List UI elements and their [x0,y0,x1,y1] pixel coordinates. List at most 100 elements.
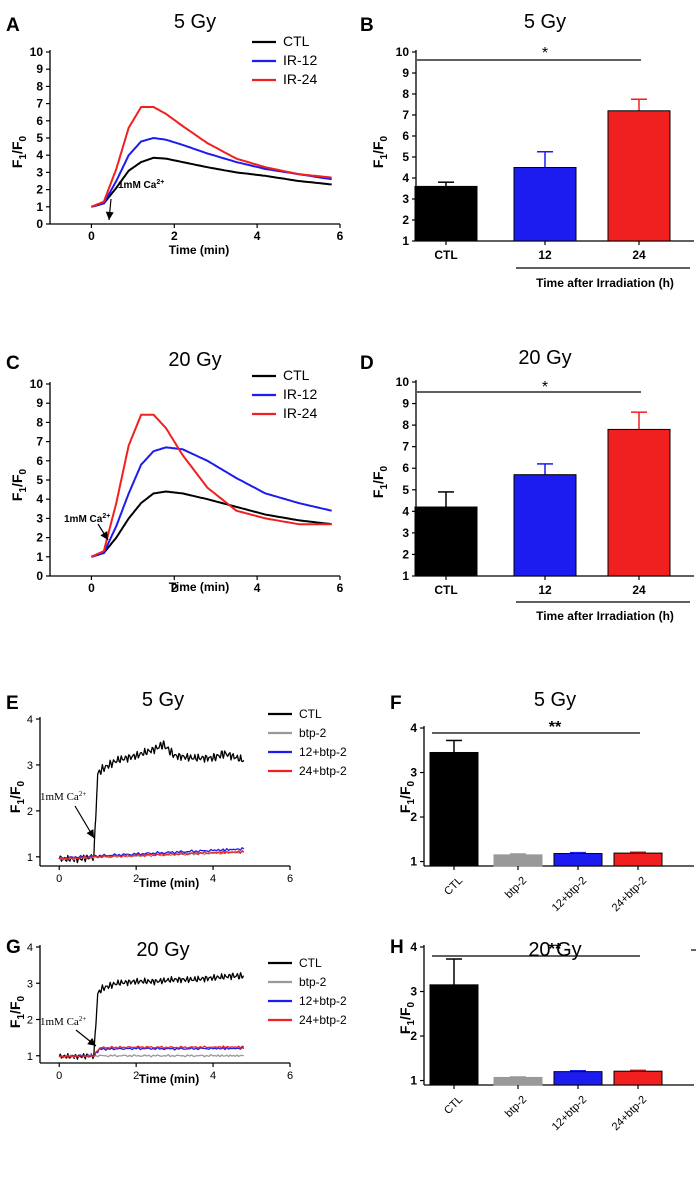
panel-e-title: 5 Gy [142,689,184,711]
panel-d-letter: D [360,353,374,374]
panel-d-y-label: F1/F0 [370,465,390,498]
panel-b-y-tick-label: 7 [402,108,409,122]
panel-e-annotation-arrow-head [86,829,94,838]
panel-e-legend-label: 24+btp-2 [299,764,347,778]
panel-f-significance-mark: ** [549,719,562,736]
panel-d-y-tick-label: 4 [402,504,409,518]
panel-a-y-tick-label: 6 [36,114,43,128]
panel-h-y-label: F1/F0 [397,1001,417,1034]
panel-f-y-label: F1/F0 [397,780,417,813]
panel-c-y-tick-label: 10 [30,377,44,391]
panel-f-y-label-text: F1/F0 [397,780,417,813]
panel-f-x-tick-label: 24+btp-2 [610,875,649,914]
panel-d-bar-24 [607,428,671,577]
panel-c-y-tick-label: 3 [36,511,43,525]
panel-c-x-label: Time (min) [169,580,229,594]
panel-b-y-tick-label: 8 [402,87,409,101]
panel-a-y-label-text: F1/F0 [9,135,29,168]
panel-g-x-label: Time (min) [139,1072,199,1086]
panel-e-y-tick-label: 2 [27,806,33,818]
panel-g-x-tick-label: 2 [133,1070,139,1082]
panel-d-y-tick-label: 2 [402,547,409,561]
panel-a-y-tick-label: 2 [36,183,43,197]
panel-a-annotation-arrow-head [105,211,114,220]
panel-b-y-tick-label: 4 [402,171,409,185]
panel-g-y-tick-label: 4 [27,942,33,954]
panel-a-series-ctl [91,156,332,208]
panel-h-letter: H [390,937,404,958]
panel-a-title: 5 Gy [174,11,216,33]
panel-a-x-tick-label: 2 [171,229,178,243]
panel-b-y-label: F1/F0 [370,135,390,168]
panel-e-legend-label: CTL [299,707,322,721]
panel-e-series-ctl [58,740,245,864]
panel-g-x-tick-label: 4 [210,1070,216,1082]
panel-a-y-tick-label: 8 [36,79,43,93]
panel-g-legend-label: 24+btp-2 [299,1013,347,1027]
panel-g-x-tick-label: 0 [56,1070,62,1082]
panel-b-y-tick-label: 9 [402,66,409,80]
panel-a-y-tick-label: 7 [36,97,43,111]
panel-a-y-tick-label: 3 [36,165,43,179]
panel-c-y-tick-label: 2 [36,531,43,545]
panel-f-y-tick-label: 3 [410,766,417,780]
panel-d-significance-mark: * [542,379,548,396]
panel-d-y-tick-label: 1 [402,569,409,583]
panel-d-y-label-text: F1/F0 [370,465,390,498]
panel-b-y-tick-label: 6 [402,129,409,143]
panel-d-bar-12 [513,474,577,577]
panel-f-x-tick-label: 12+btp-2 [550,875,589,914]
panel-c-annotation: 1mM Ca2+ [64,513,110,525]
panel-h-x-tick-label: CTL [442,1094,465,1117]
panel-b-y-label-text: F1/F0 [370,135,390,168]
panel-c-annotation-arrow-head [100,531,108,540]
panel-b-y-tick-label: 2 [402,213,409,227]
panel-e-legend-label: 12+btp-2 [299,745,347,759]
panel-h-y-tick-label: 1 [410,1074,417,1088]
panel-e-annotation: 1mM Ca2+ [40,790,86,803]
panel-b-significance-mark: * [542,45,548,62]
panel-e-letter: E [6,693,19,714]
panel-a-y-tick-label: 10 [30,45,44,59]
panel-c-x-tick-label: 4 [254,581,261,595]
panel-h-x-tick-label: btp-2 [503,1094,529,1120]
panel-a-x-label: Time (min) [169,243,229,257]
panel-a-legend-label: IR-12 [283,52,317,68]
panel-b-bar-24 [607,110,671,242]
panel-a-series-ir-12 [91,137,332,208]
panel-h-x-tick-label: 24+btp-2 [610,1094,649,1133]
panel-d-y-tick-label: 7 [402,440,409,454]
panel-b-bar-ctl [414,185,478,242]
panel-g-y-label-text: F1/F0 [7,995,27,1028]
panel-d-y-tick-label: 9 [402,397,409,411]
panel-h-y-tick-label: 4 [410,940,417,954]
panel-g-y-tick-label: 3 [27,978,33,990]
panel-c-letter: C [6,353,20,374]
panel-c-legend-label: IR-24 [283,405,317,421]
panel-e-y-label-text: F1/F0 [7,780,27,813]
panel-f-letter: F [390,693,402,714]
panel-f-x-tick-label: btp-2 [503,875,529,901]
panel-d-y-tick-label: 8 [402,418,409,432]
panel-c-y-tick-label: 7 [36,435,43,449]
panel-d-y-tick-label: 6 [402,461,409,475]
panel-a-y-tick-label: 9 [36,62,43,76]
panel-e-y-tick-label: 1 [27,852,33,864]
panel-b-bar-12 [513,167,577,242]
panel-a-y-tick-label: 4 [36,148,43,162]
panel-f-y-tick-label: 4 [410,721,417,735]
panel-g-y-tick-label: 1 [27,1051,33,1063]
panel-f-bar-24-btp-2 [613,852,663,867]
panel-g-series-24-btp-2 [59,1045,245,1058]
panel-e-series-24-btp-2 [58,850,245,861]
panel-e-series-12-btp-2 [58,847,245,860]
panel-b-x-tick-label: 12 [538,248,552,262]
panel-a-x-tick-label: 6 [337,229,344,243]
panel-h-y-tick-label: 2 [410,1029,417,1043]
panel-d-bar-ctl [414,506,478,577]
panel-c-y-tick-label: 0 [36,569,43,583]
panel-e-y-label: F1/F0 [7,780,27,813]
panel-g-legend-label: 12+btp-2 [299,994,347,1008]
panel-a-y-tick-label: 5 [36,131,43,145]
